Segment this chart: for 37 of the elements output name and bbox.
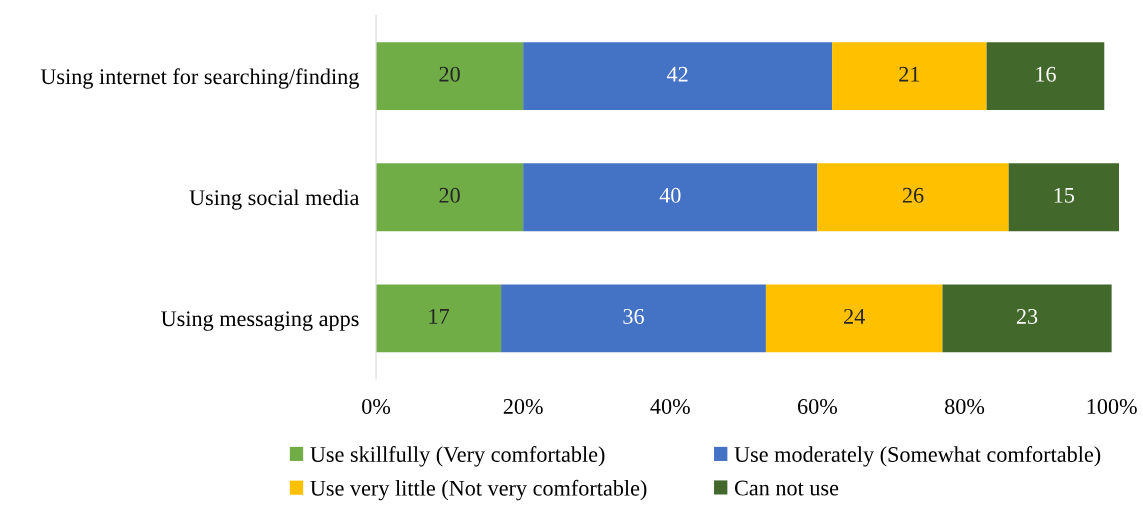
legend-label: Use very little (Not very comfortable) (310, 479, 647, 501)
y-tick-label: Using social media (189, 189, 360, 210)
x-tick-label: 0% (362, 398, 391, 415)
bar (501, 284, 766, 353)
bar (376, 163, 524, 232)
legend-label: Use moderately (Somewhat comfortable) (734, 446, 1101, 467)
x-tick-label: 100% (1087, 398, 1137, 415)
bar (523, 42, 833, 111)
data-label: 17 (429, 308, 450, 324)
bar (376, 42, 524, 111)
y-tick-label: Using internet for searching/finding (40, 68, 359, 89)
bar (1008, 163, 1119, 232)
bar (376, 284, 502, 353)
legend-label: Can not use (734, 480, 839, 496)
data-label: 23 (1016, 308, 1038, 324)
x-tick-label: 20% (503, 398, 543, 415)
bar (817, 163, 1009, 232)
x-tick-label: 80% (945, 398, 985, 415)
data-label: 24 (844, 308, 865, 324)
data-label: 15 (1054, 187, 1075, 203)
data-label: 42 (666, 66, 688, 82)
data-label: 21 (899, 66, 920, 82)
bar (942, 284, 1112, 353)
data-label: 40 (659, 187, 681, 203)
data-label: 36 (623, 308, 644, 324)
legend-label: Use skillfully (Very comfortable) (310, 446, 605, 467)
data-label: 20 (439, 66, 460, 82)
bar (765, 284, 943, 353)
data-label: 20 (439, 187, 460, 203)
y-tick-label: Using messaging apps (161, 311, 359, 331)
x-tick-label: 60% (797, 398, 838, 415)
bar (832, 42, 987, 111)
bar (986, 42, 1105, 111)
x-tick-label: 40% (650, 398, 690, 415)
data-label: 16 (1036, 66, 1056, 82)
bar (523, 163, 818, 232)
data-label: 26 (902, 187, 924, 203)
